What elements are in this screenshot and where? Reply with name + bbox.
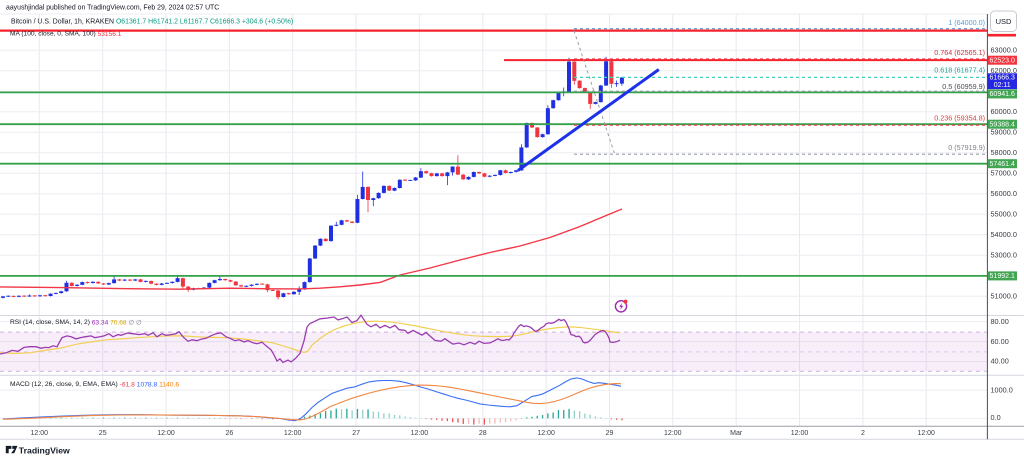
svg-text:Bitcoin / U.S. Dollar, 1h, KRA: Bitcoin / U.S. Dollar, 1h, KRAKEN O61361… [11, 18, 293, 25]
svg-text:51000.0: 51000.0 [991, 292, 1017, 301]
svg-text:55000.0: 55000.0 [991, 210, 1017, 219]
svg-text:0.236 (59354.8): 0.236 (59354.8) [934, 114, 985, 123]
svg-text:12:00: 12:00 [284, 430, 302, 437]
svg-text:0.0: 0.0 [991, 413, 1001, 422]
svg-text:MA (100, close, 0, SMA, 100) 5: MA (100, close, 0, SMA, 100) 53156.1 [10, 31, 122, 38]
svg-text:TradingView: TradingView [19, 446, 70, 456]
svg-text:27: 27 [352, 430, 360, 437]
svg-text:29: 29 [606, 430, 614, 437]
svg-text:0.5 (60959.9): 0.5 (60959.9) [942, 82, 985, 91]
svg-text:53000.0: 53000.0 [991, 251, 1017, 260]
svg-text:RSI (14, close, SMA, 14, 2) 63: RSI (14, close, SMA, 14, 2) 63.34 70.68 … [10, 319, 142, 326]
svg-text:Mar: Mar [730, 430, 743, 437]
svg-text:59000.0: 59000.0 [991, 128, 1017, 137]
svg-text:60000.0: 60000.0 [991, 107, 1017, 116]
svg-text:40.00: 40.00 [991, 357, 1009, 366]
svg-text:1000.0: 1000.0 [991, 385, 1013, 394]
svg-text:0.618 (61677.4): 0.618 (61677.4) [934, 66, 985, 75]
svg-text:12:00: 12:00 [537, 430, 555, 437]
svg-text:1 (64000.0): 1 (64000.0) [948, 18, 985, 27]
svg-text:12:00: 12:00 [664, 430, 682, 437]
svg-text:62000.0: 62000.0 [991, 66, 1017, 75]
svg-text:57461.4: 57461.4 [990, 161, 1015, 168]
svg-text:60941.6: 60941.6 [990, 91, 1015, 98]
svg-text:26: 26 [226, 430, 234, 437]
svg-text:51992.1: 51992.1 [990, 273, 1015, 280]
svg-text:12:00: 12:00 [157, 430, 175, 437]
svg-text:59388.4: 59388.4 [990, 122, 1015, 129]
svg-text:0 (57919.9): 0 (57919.9) [948, 143, 985, 152]
svg-text:2: 2 [861, 430, 865, 437]
svg-text:25: 25 [99, 430, 107, 437]
svg-text:0.764 (62565.1): 0.764 (62565.1) [934, 48, 985, 57]
svg-text:12:00: 12:00 [917, 430, 935, 437]
svg-text:60.00: 60.00 [991, 337, 1009, 346]
svg-text:57000.0: 57000.0 [991, 169, 1017, 178]
svg-text:USD: USD [996, 17, 1012, 26]
svg-text:62523.0: 62523.0 [990, 58, 1015, 65]
svg-text:12:00: 12:00 [31, 430, 49, 437]
svg-text:aayushjindal published on Trad: aayushjindal published on TradingView.co… [6, 5, 219, 12]
svg-text:54000.0: 54000.0 [991, 230, 1017, 239]
svg-text:63000.0: 63000.0 [991, 46, 1017, 55]
svg-text:61666.3: 61666.3 [990, 75, 1015, 82]
svg-text:12:00: 12:00 [791, 430, 809, 437]
svg-text:02:11: 02:11 [994, 82, 1011, 89]
svg-text:80.00: 80.00 [991, 317, 1009, 326]
svg-text:12:00: 12:00 [411, 430, 429, 437]
svg-text:56000.0: 56000.0 [991, 189, 1017, 198]
svg-text:28: 28 [479, 430, 487, 437]
svg-text:58000.0: 58000.0 [991, 148, 1017, 157]
svg-text:MACD (12, 26, close, 9, EMA, E: MACD (12, 26, close, 9, EMA, EMA) -61.8 … [10, 381, 179, 388]
